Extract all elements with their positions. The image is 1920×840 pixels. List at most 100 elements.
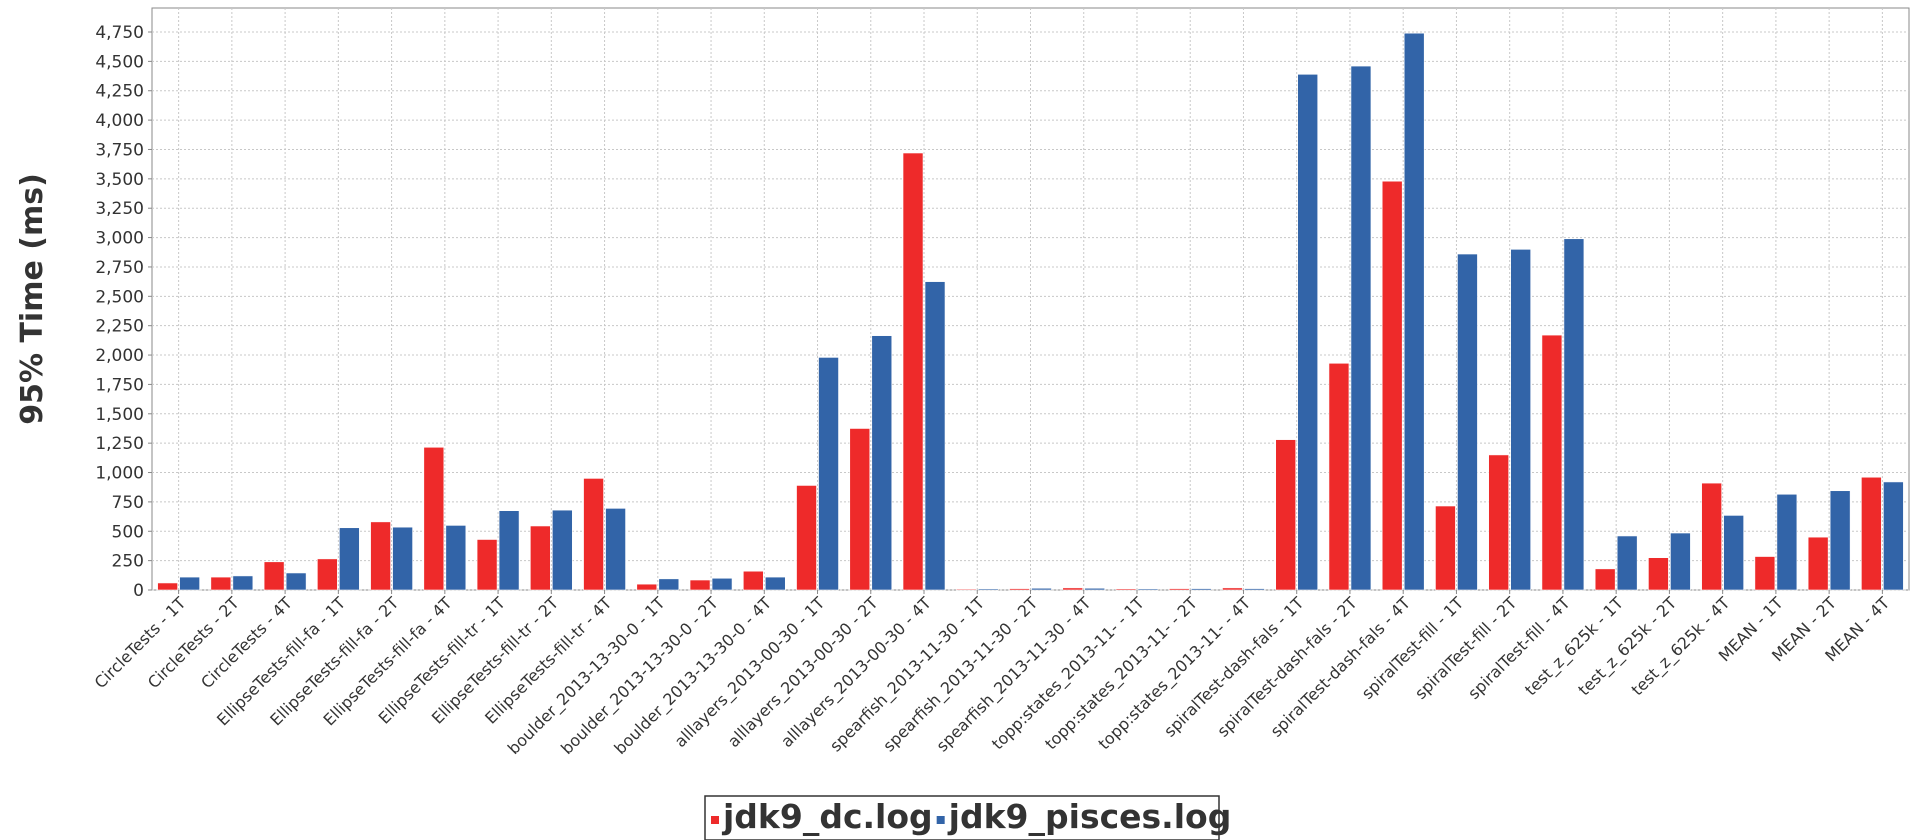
bar-series-2 [1457, 253, 1478, 591]
bar-series-1 [1435, 505, 1456, 591]
bars [157, 32, 1904, 591]
legend-label: jdk9_pisces.log [947, 797, 1232, 836]
y-tick-label: 250 [112, 552, 144, 572]
bar-series-2 [232, 575, 254, 591]
bar-series-1 [1009, 588, 1030, 591]
y-tick-label: 1,500 [95, 405, 144, 425]
y-tick-label: 2,750 [95, 258, 144, 278]
bar-series-1 [1062, 587, 1084, 591]
bar-series-1 [796, 485, 817, 591]
y-tick-label: 0 [133, 581, 144, 601]
bar-series-1 [902, 152, 924, 591]
bar-series-1 [370, 521, 391, 591]
x-category-label: test_z_625k - 1T [1521, 593, 1628, 700]
grid-lines [152, 8, 1909, 591]
bar-series-2 [1723, 515, 1744, 591]
bar-series-2 [924, 281, 946, 591]
y-tick-label: 2,000 [95, 346, 144, 366]
bar-series-2 [1137, 588, 1159, 591]
bar-series-2 [179, 576, 200, 591]
bar-series-2 [764, 576, 786, 591]
bar-series-1 [317, 558, 338, 591]
y-tick-label: 4,000 [95, 111, 144, 131]
bar-series-1 [1701, 482, 1722, 591]
bar-series-2 [1776, 493, 1798, 591]
bar-series-1 [1541, 334, 1563, 591]
bar-series-1 [636, 583, 658, 591]
bar-series-1 [1488, 454, 1509, 591]
bar-series-1 [210, 576, 232, 591]
bar-series-2 [977, 588, 999, 591]
bar-series-2 [711, 577, 733, 591]
bar-series-2 [445, 525, 467, 591]
bar-series-1 [423, 446, 445, 591]
y-axis-label: 95% Time (ms) [15, 173, 50, 425]
legend: jdk9_dc.log jdk9_pisces.log [704, 795, 1232, 840]
bar-series-1 [689, 579, 711, 591]
y-tick-label: 3,000 [95, 229, 144, 249]
bar-series-1 [530, 525, 551, 591]
bar-series-1 [742, 570, 764, 591]
bar-series-1 [1381, 180, 1403, 591]
bar-series-2 [392, 526, 413, 591]
bar-series-2 [1297, 73, 1319, 591]
bar-series-2 [1031, 587, 1052, 591]
bar-series-2 [1883, 481, 1904, 591]
y-tick-label: 2,500 [95, 287, 144, 307]
bar-series-2 [1829, 490, 1851, 591]
y-tick-label: 1,750 [95, 375, 144, 395]
x-category-label: CircleTests - 2T [144, 593, 243, 692]
legend-swatch [711, 816, 719, 824]
bar-series-2 [552, 509, 573, 591]
bar-series-1 [1594, 568, 1616, 591]
bar-series-1 [1168, 588, 1190, 591]
x-category-label: spiralTest-fill - 1T [1358, 593, 1468, 703]
x-category-label: CircleTests - 4T [197, 593, 296, 692]
bar-series-1 [1115, 588, 1137, 591]
bar-series-1 [1328, 362, 1350, 591]
legend-swatch [936, 816, 945, 824]
bar-series-1 [1222, 587, 1243, 591]
bar-series-2 [1403, 32, 1425, 591]
bar-series-2 [339, 527, 360, 591]
bar-series-2 [285, 572, 307, 591]
bar-series-1 [1648, 557, 1669, 591]
y-axis-ticks: 0 250 500 750 1,000 1,250 1,500 1,750 2,000 2,250… [95, 23, 152, 601]
legend-box [704, 795, 1220, 840]
y-tick-label: 750 [112, 493, 144, 513]
bar-series-2 [1510, 249, 1531, 591]
bar-series-1 [849, 428, 871, 591]
bar-series-1 [955, 588, 977, 591]
bar-series-2 [498, 510, 520, 591]
x-category-label: test_z_625k - 2T [1574, 593, 1681, 700]
bar-series-1 [1754, 556, 1776, 591]
y-tick-label: 3,250 [95, 199, 144, 219]
bar-series-1 [1861, 476, 1882, 591]
plot-background [151, 7, 1910, 591]
y-tick-label: 1,000 [95, 464, 144, 484]
bar-series-2 [658, 578, 680, 591]
bar-series-2 [818, 357, 839, 591]
bar-series-2 [1190, 588, 1212, 591]
bar-series-2 [605, 508, 626, 591]
x-category-label: test_z_625k - 4T [1628, 593, 1735, 700]
y-tick-label: 4,250 [95, 82, 144, 102]
bar-series-2 [1616, 535, 1638, 591]
bar-series-2 [1563, 238, 1585, 591]
y-tick-label: 4,500 [95, 52, 144, 72]
bar-series-2 [871, 335, 893, 591]
legend-label: jdk9_dc.log [721, 797, 933, 836]
bar-series-1 [1807, 536, 1829, 591]
y-tick-label: 500 [112, 522, 144, 542]
bar-series-1 [1275, 439, 1297, 591]
bar-series-1 [263, 561, 285, 591]
x-category-label: spiralTest-fill - 2T [1411, 593, 1521, 703]
y-tick-label: 2,250 [95, 317, 144, 337]
bar-series-2 [1350, 65, 1372, 591]
bar-series-1 [583, 478, 604, 591]
y-tick-label: 4,750 [95, 23, 144, 43]
bar-series-1 [476, 539, 498, 591]
y-tick-label: 3,500 [95, 170, 144, 190]
